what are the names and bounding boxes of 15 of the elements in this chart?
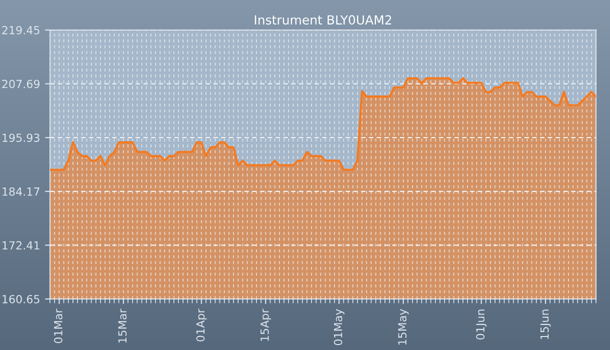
x-tick-label: 01Jun xyxy=(476,310,487,340)
x-tick-label: 01Mar xyxy=(54,308,62,344)
x-tick-label: 15Apr xyxy=(260,308,272,341)
x-tick-label: 15Mar xyxy=(118,308,127,343)
y-tick-label: 172.41 xyxy=(2,241,40,250)
x-tick-label: 01Apr xyxy=(196,308,207,342)
y-tick-label: 195.93 xyxy=(2,134,40,142)
x-tick-label: 15May xyxy=(398,309,409,345)
y-tick-label: 219.45 xyxy=(2,26,40,34)
x-tick-label: 01May xyxy=(334,309,344,346)
y-tick-label: 160.65 xyxy=(2,294,40,304)
chart-title: Instrument BLY0UAM2 xyxy=(254,15,392,25)
y-tick-label: 207.69 xyxy=(2,80,40,88)
x-tick-label: 15Jun xyxy=(540,310,551,339)
y-tick-label: 184.17 xyxy=(2,187,40,196)
